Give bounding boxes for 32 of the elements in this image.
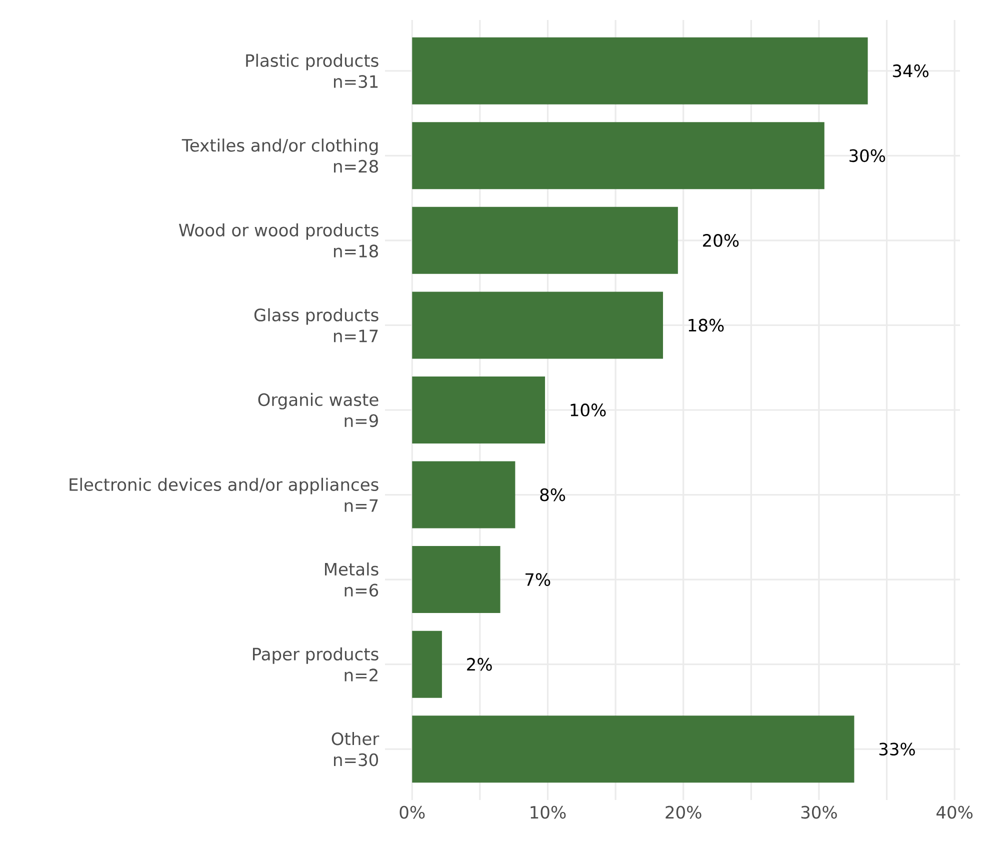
bar <box>412 461 516 528</box>
bar <box>412 206 678 274</box>
data-label: 30% <box>850 149 886 162</box>
data-label: 33% <box>879 742 915 756</box>
y-tick-label: Glass products n=17 <box>254 308 378 342</box>
y-tick-label: Metals n=6 <box>325 562 378 597</box>
y-tick-label: Other n=30 <box>332 732 380 766</box>
bar <box>412 292 664 359</box>
y-tick-label: Organic waste n=9 <box>258 392 378 428</box>
y-tick-label: Textiles and/or clothing n=28 <box>182 138 378 173</box>
y-tick-label: Wood or wood products n=18 <box>178 223 378 258</box>
y-tick-label: Electronic devices and/or appliances n=7 <box>70 478 378 512</box>
data-label: 10% <box>570 404 606 416</box>
x-tick-label: 40% <box>936 806 973 819</box>
data-label: 20% <box>703 234 739 247</box>
y-tick-label: Plastic products n=31 <box>246 54 378 88</box>
x-tick-label: 10% <box>530 806 566 819</box>
y-tick-label: Paper products n=2 <box>253 647 378 682</box>
data-label: 2% <box>467 658 492 671</box>
bar <box>412 546 500 614</box>
x-tick-label: 20% <box>666 806 702 819</box>
bar <box>412 716 854 783</box>
data-label: 18% <box>688 318 724 332</box>
data-label: 7% <box>526 573 550 586</box>
data-label: 8% <box>540 488 566 502</box>
bar <box>412 630 442 698</box>
data-label: 34% <box>892 64 928 78</box>
bar <box>412 122 824 190</box>
bar <box>412 37 868 104</box>
x-tick-label: 30% <box>801 806 837 819</box>
x-tick-label: 0% <box>400 806 425 819</box>
bar <box>412 376 546 444</box>
